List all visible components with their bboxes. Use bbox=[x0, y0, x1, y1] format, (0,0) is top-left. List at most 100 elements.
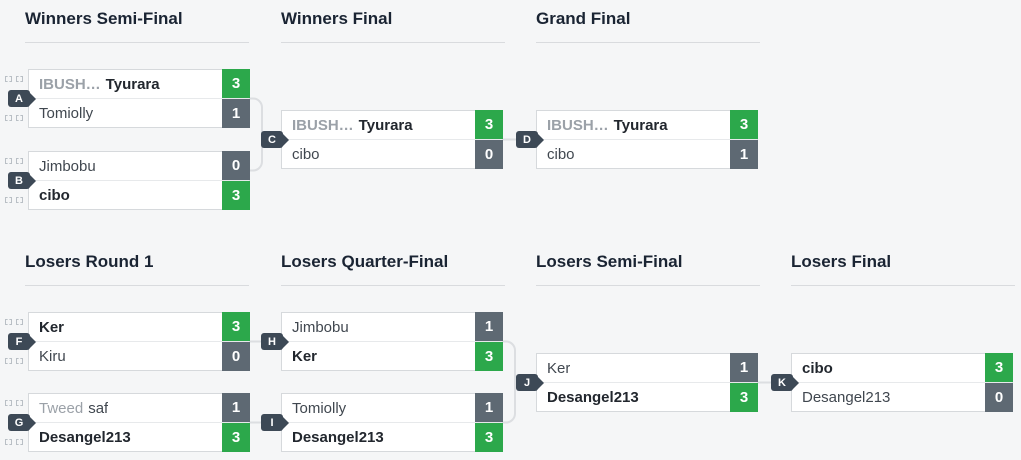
match-C[interactable]: IBUSH… Tyurara 3 cibo 0 bbox=[281, 110, 503, 169]
round-divider bbox=[281, 285, 505, 286]
seed-drag-handle[interactable] bbox=[5, 76, 23, 83]
match-label-J: J bbox=[516, 374, 538, 391]
score: 1 bbox=[730, 140, 758, 169]
score: 3 bbox=[985, 353, 1013, 382]
score: 3 bbox=[730, 383, 758, 412]
score: 0 bbox=[985, 383, 1013, 412]
match-label-H: H bbox=[261, 333, 283, 350]
team-row[interactable]: Desangel213 3 bbox=[537, 382, 758, 412]
player-name: Tyurara bbox=[358, 116, 413, 134]
score: 1 bbox=[222, 393, 250, 422]
round-divider bbox=[791, 285, 1015, 286]
seed-drag-handle[interactable] bbox=[5, 400, 23, 407]
score: 1 bbox=[222, 99, 250, 128]
player-name: Ker bbox=[39, 318, 65, 336]
score: 1 bbox=[475, 393, 503, 422]
seed-drag-handle[interactable] bbox=[5, 158, 23, 165]
team-row[interactable]: Ker 3 bbox=[282, 341, 503, 371]
seed-drag-handle[interactable] bbox=[5, 439, 23, 446]
team-row[interactable]: Ker 1 bbox=[537, 353, 758, 382]
score: 3 bbox=[730, 110, 758, 139]
round-divider bbox=[536, 285, 760, 286]
team-row[interactable]: Kiru 0 bbox=[29, 341, 250, 371]
match-A[interactable]: IBUSH… Tyurara 3 Tomiolly 1 bbox=[28, 69, 250, 128]
score: 3 bbox=[475, 110, 503, 139]
team-tag: IBUSH… bbox=[39, 75, 101, 93]
match-G[interactable]: Tweed saf 1 Desangel213 3 bbox=[28, 393, 250, 452]
match-B[interactable]: Jimbobu 0 cibo 3 bbox=[28, 151, 250, 210]
team-row[interactable]: cibo 3 bbox=[792, 353, 1013, 382]
match-label-B: B bbox=[8, 172, 30, 189]
round-title-losers-quarter-final: Losers Quarter-Final bbox=[281, 252, 449, 271]
team-row[interactable]: IBUSH… Tyurara 3 bbox=[537, 110, 758, 139]
match-K[interactable]: cibo 3 Desangel213 0 bbox=[791, 353, 1013, 412]
player-name: cibo bbox=[292, 146, 320, 163]
match-label-D: D bbox=[516, 131, 538, 148]
team-row[interactable]: Desangel213 0 bbox=[792, 382, 1013, 412]
team-row[interactable]: cibo 0 bbox=[282, 139, 503, 169]
round-title-grand-final: Grand Final bbox=[536, 9, 631, 28]
team-row[interactable]: cibo 3 bbox=[29, 180, 250, 210]
player-name: cibo bbox=[802, 359, 833, 377]
match-H[interactable]: Jimbobu 1 Ker 3 bbox=[281, 312, 503, 371]
player-name: Kiru bbox=[39, 348, 66, 365]
score: 0 bbox=[222, 151, 250, 180]
match-F[interactable]: Ker 3 Kiru 0 bbox=[28, 312, 250, 371]
round-title-winners-semi-final: Winners Semi-Final bbox=[25, 9, 183, 28]
player-name: Tomiolly bbox=[292, 399, 347, 417]
team-row[interactable]: Ker 3 bbox=[29, 312, 250, 341]
team-tag: Tweed bbox=[39, 399, 84, 417]
player-name: Jimbobu bbox=[292, 318, 349, 336]
score: 0 bbox=[222, 342, 250, 371]
seed-drag-handle[interactable] bbox=[5, 358, 23, 365]
round-title-losers-round-1: Losers Round 1 bbox=[25, 252, 154, 271]
team-row[interactable]: IBUSH… Tyurara 3 bbox=[29, 69, 250, 98]
round-divider bbox=[536, 42, 760, 43]
player-name: Jimbobu bbox=[39, 157, 96, 175]
team-row[interactable]: Jimbobu 0 bbox=[29, 151, 250, 180]
round-title-winners-final: Winners Final bbox=[281, 9, 393, 28]
score: 0 bbox=[475, 140, 503, 169]
player-name: Ker bbox=[292, 348, 318, 365]
score: 1 bbox=[730, 353, 758, 382]
score: 3 bbox=[222, 312, 250, 341]
match-label-A: A bbox=[8, 90, 30, 107]
score: 3 bbox=[475, 423, 503, 452]
player-name: Tyurara bbox=[613, 116, 668, 134]
team-tag: IBUSH… bbox=[547, 116, 609, 134]
team-row[interactable]: Desangel213 3 bbox=[282, 422, 503, 452]
team-row[interactable]: Tomiolly 1 bbox=[282, 393, 503, 422]
team-row[interactable]: Desangel213 3 bbox=[29, 422, 250, 452]
player-name: Desangel213 bbox=[802, 389, 891, 406]
round-title-losers-final: Losers Final bbox=[791, 252, 892, 271]
match-label-I: I bbox=[261, 414, 283, 431]
match-label-F: F bbox=[8, 333, 30, 350]
round-divider bbox=[25, 285, 249, 286]
match-label-G: G bbox=[8, 414, 30, 431]
match-label-C: C bbox=[261, 131, 283, 148]
player-name: Tomiolly bbox=[39, 105, 94, 122]
team-row[interactable]: IBUSH… Tyurara 3 bbox=[282, 110, 503, 139]
score: 1 bbox=[475, 312, 503, 341]
match-D[interactable]: IBUSH… Tyurara 3 cibo 1 bbox=[536, 110, 758, 169]
match-J[interactable]: Ker 1 Desangel213 3 bbox=[536, 353, 758, 412]
player-name: cibo bbox=[39, 187, 70, 204]
team-row[interactable]: Tweed saf 1 bbox=[29, 393, 250, 422]
score: 3 bbox=[222, 181, 250, 210]
score: 3 bbox=[222, 423, 250, 452]
team-row[interactable]: cibo 1 bbox=[537, 139, 758, 169]
player-name: Desangel213 bbox=[547, 389, 639, 406]
player-name: Desangel213 bbox=[39, 429, 131, 446]
seed-drag-handle[interactable] bbox=[5, 197, 23, 204]
match-I[interactable]: Tomiolly 1 Desangel213 3 bbox=[281, 393, 503, 452]
seed-drag-handle[interactable] bbox=[5, 319, 23, 326]
round-title-losers-semi-final: Losers Semi-Final bbox=[536, 252, 683, 271]
player-name: Desangel213 bbox=[292, 429, 384, 446]
team-row[interactable]: Tomiolly 1 bbox=[29, 98, 250, 128]
score: 3 bbox=[475, 342, 503, 371]
seed-drag-handle[interactable] bbox=[5, 115, 23, 122]
team-row[interactable]: Jimbobu 1 bbox=[282, 312, 503, 341]
round-divider bbox=[25, 42, 249, 43]
player-name: cibo bbox=[547, 146, 575, 163]
